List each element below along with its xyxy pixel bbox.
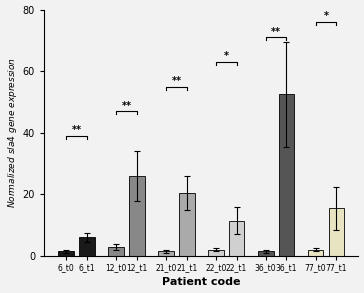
X-axis label: Patient code: Patient code (162, 277, 241, 287)
Bar (308, 250, 323, 256)
Text: *: * (324, 11, 328, 21)
Text: **: ** (72, 125, 82, 135)
Bar (79, 237, 95, 256)
Bar (258, 251, 273, 256)
Bar (179, 193, 194, 256)
Text: **: ** (122, 100, 131, 110)
Bar (158, 251, 174, 256)
Bar (58, 251, 74, 256)
Bar (229, 221, 244, 256)
Bar (108, 247, 124, 256)
Bar (279, 94, 294, 256)
Y-axis label: Normalized $sla4$ gene expression: Normalized $sla4$ gene expression (5, 57, 19, 208)
Text: **: ** (171, 76, 181, 86)
Text: **: ** (271, 27, 281, 37)
Text: *: * (224, 51, 229, 61)
Bar (208, 250, 223, 256)
Bar (129, 176, 145, 256)
Bar (329, 208, 344, 256)
